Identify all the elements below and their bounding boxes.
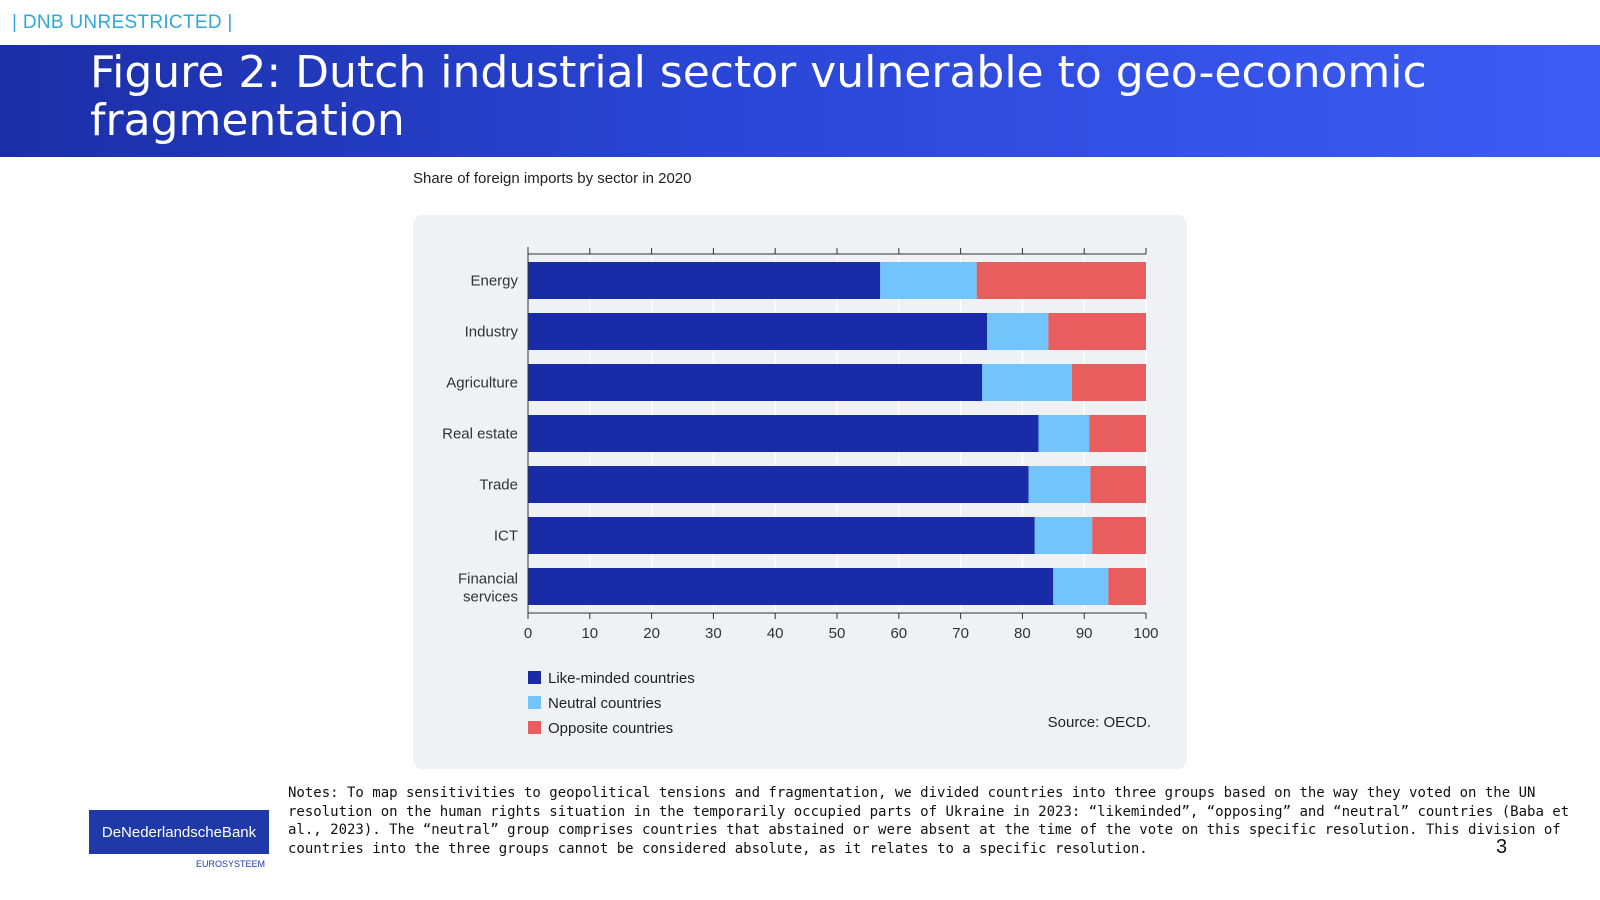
bar-segment: [1038, 415, 1090, 452]
category-label: Trade: [479, 477, 518, 494]
x-tick-label: 50: [829, 625, 846, 642]
category-label: Energy: [470, 273, 518, 290]
bar-segment: [1092, 517, 1146, 554]
source-note: Source: OECD.: [1048, 714, 1151, 731]
bar-segment: [1048, 313, 1146, 350]
bar-segment: [1028, 466, 1091, 503]
x-tick-label: 20: [643, 625, 660, 642]
legend-label: Opposite countries: [548, 720, 673, 737]
legend-swatch: [528, 696, 541, 709]
category-label: Agriculture: [446, 375, 518, 392]
category-label: Industry: [465, 324, 519, 341]
x-tick-label: 70: [952, 625, 969, 642]
legend-swatch: [528, 721, 541, 734]
x-tick-label: 10: [581, 625, 598, 642]
bar-segment: [1034, 517, 1093, 554]
x-tick-label: 30: [705, 625, 722, 642]
page-number: 3: [1496, 836, 1508, 858]
bar-segment: [1090, 466, 1146, 503]
bar-segment: [976, 262, 1146, 299]
classification-label: | DNB UNRESTRICTED |: [12, 12, 233, 33]
bar-segment: [528, 568, 1054, 605]
x-tick-label: 60: [890, 625, 907, 642]
bar-segment: [1053, 568, 1109, 605]
legend-label: Like-minded countries: [548, 670, 695, 687]
title-banner: Figure 2: Dutch industrial sector vulner…: [0, 45, 1600, 157]
category-label: ICT: [494, 528, 518, 545]
bar-segment: [987, 313, 1049, 350]
bar-segment: [982, 364, 1072, 401]
bar-segment: [528, 415, 1039, 452]
x-tick-label: 40: [767, 625, 784, 642]
legend-label: Neutral countries: [548, 695, 661, 712]
logo-subtext: EUROSYSTEEM: [196, 859, 266, 869]
dnb-logo: DeNederlandscheBank: [89, 810, 269, 854]
category-label: Real estate: [442, 426, 518, 443]
category-label: Financial services: [458, 571, 518, 606]
x-tick-label: 100: [1133, 625, 1158, 642]
bar-segment: [528, 517, 1035, 554]
stacked-bar-chart: Energy Industry Agriculture Real estate Trad…: [442, 247, 1159, 737]
chart-title: Share of foreign imports by sector in 20…: [413, 170, 692, 187]
slide-title: Figure 2: Dutch industrial sector vulner…: [90, 47, 1427, 146]
bar-segment: [528, 466, 1029, 503]
x-tick-label: 0: [524, 625, 532, 642]
bar-segment: [528, 262, 881, 299]
bar-segment: [528, 313, 988, 350]
bar-segment: [1071, 364, 1146, 401]
x-tick-label: 80: [1014, 625, 1031, 642]
logo-text: DeNederlandscheBank: [101, 823, 257, 841]
x-tick-label: 90: [1076, 625, 1093, 642]
chart-panel: Energy Industry Agriculture Real estate Trad…: [413, 215, 1187, 769]
bar-segment: [1108, 568, 1146, 605]
legend-swatch: [528, 671, 541, 684]
bar-segment: [880, 262, 977, 299]
bar-segment: [528, 364, 983, 401]
bar-segment: [1089, 415, 1146, 452]
notes-text: Notes: To map sensitivities to geopoliti…: [288, 785, 1570, 857]
